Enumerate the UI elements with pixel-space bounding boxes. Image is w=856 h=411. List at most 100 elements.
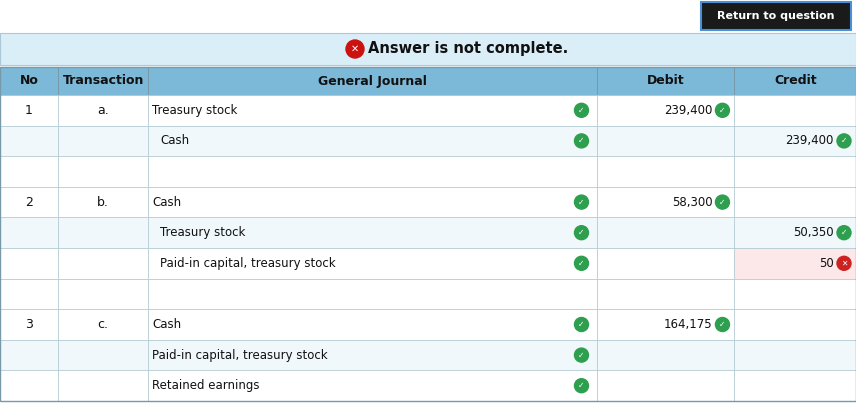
Text: Retained earnings: Retained earnings <box>152 379 259 392</box>
Bar <box>0 217 58 248</box>
Text: 50,350: 50,350 <box>794 226 834 239</box>
Bar <box>0 370 58 401</box>
Bar <box>701 2 851 30</box>
Bar <box>148 217 597 248</box>
Circle shape <box>574 103 588 117</box>
Bar <box>0 33 856 65</box>
Text: a.: a. <box>98 104 109 117</box>
Circle shape <box>574 134 588 148</box>
Circle shape <box>574 226 588 240</box>
Circle shape <box>574 256 588 270</box>
Bar <box>58 156 148 187</box>
Bar <box>0 126 58 156</box>
Text: ✓: ✓ <box>719 320 726 329</box>
Bar <box>734 217 856 248</box>
Bar <box>734 370 856 401</box>
Text: No: No <box>20 74 39 88</box>
Text: ✓: ✓ <box>579 320 585 329</box>
Bar <box>0 156 58 187</box>
Text: Treasury stock: Treasury stock <box>160 226 246 239</box>
Bar <box>58 187 148 217</box>
Circle shape <box>716 318 729 332</box>
Text: 50: 50 <box>819 257 834 270</box>
Bar <box>58 217 148 248</box>
Text: ✕: ✕ <box>351 44 359 54</box>
Bar <box>597 187 734 217</box>
Text: ✓: ✓ <box>841 136 847 145</box>
Text: Treasury stock: Treasury stock <box>152 104 237 117</box>
Bar <box>734 248 856 279</box>
Text: Answer is not complete.: Answer is not complete. <box>368 42 568 56</box>
Text: c.: c. <box>98 318 109 331</box>
Bar <box>148 340 597 370</box>
Bar <box>734 156 856 187</box>
Text: Return to question: Return to question <box>717 11 835 21</box>
Bar <box>734 187 856 217</box>
Bar <box>58 309 148 340</box>
Text: Cash: Cash <box>160 134 189 148</box>
Text: Transaction: Transaction <box>62 74 144 88</box>
Text: ✓: ✓ <box>579 106 585 115</box>
Circle shape <box>716 103 729 117</box>
Bar <box>58 340 148 370</box>
Bar <box>597 95 734 126</box>
Text: ✓: ✓ <box>719 106 726 115</box>
Bar <box>0 187 58 217</box>
Circle shape <box>837 134 851 148</box>
Bar <box>734 67 856 95</box>
Text: ✓: ✓ <box>579 351 585 360</box>
Bar <box>148 67 597 95</box>
Bar <box>597 309 734 340</box>
Bar <box>734 126 856 156</box>
Bar <box>58 248 148 279</box>
Text: ✓: ✓ <box>719 198 726 207</box>
Circle shape <box>346 40 364 58</box>
Bar <box>597 126 734 156</box>
Bar <box>58 95 148 126</box>
Bar <box>148 126 597 156</box>
Circle shape <box>574 379 588 393</box>
Bar <box>597 279 734 309</box>
Circle shape <box>837 226 851 240</box>
Circle shape <box>716 195 729 209</box>
Bar <box>0 340 58 370</box>
Circle shape <box>837 256 851 270</box>
Bar <box>0 67 58 95</box>
Text: ✓: ✓ <box>841 228 847 237</box>
Text: 1: 1 <box>25 104 33 117</box>
Bar <box>58 126 148 156</box>
Circle shape <box>574 195 588 209</box>
Text: ✓: ✓ <box>579 381 585 390</box>
Bar <box>597 67 734 95</box>
Bar <box>148 187 597 217</box>
Circle shape <box>574 318 588 332</box>
Text: ✓: ✓ <box>579 259 585 268</box>
Bar <box>734 340 856 370</box>
Text: General Journal: General Journal <box>318 74 427 88</box>
Bar <box>148 279 597 309</box>
Bar <box>734 95 856 126</box>
Bar <box>0 279 58 309</box>
Text: 239,400: 239,400 <box>786 134 834 148</box>
Text: Credit: Credit <box>774 74 817 88</box>
Text: Cash: Cash <box>152 318 181 331</box>
Text: ✓: ✓ <box>579 198 585 207</box>
Text: Paid-in capital, treasury stock: Paid-in capital, treasury stock <box>152 349 328 362</box>
Text: Debit: Debit <box>647 74 685 88</box>
Bar <box>0 95 58 126</box>
Circle shape <box>574 348 588 362</box>
Text: ✓: ✓ <box>579 228 585 237</box>
Bar <box>597 217 734 248</box>
Text: 239,400: 239,400 <box>664 104 712 117</box>
Text: b.: b. <box>98 196 109 209</box>
Bar <box>597 248 734 279</box>
Text: 2: 2 <box>25 196 33 209</box>
Bar <box>58 279 148 309</box>
Text: ✓: ✓ <box>579 136 585 145</box>
Bar <box>597 370 734 401</box>
Text: 164,175: 164,175 <box>663 318 712 331</box>
Bar <box>0 309 58 340</box>
Bar <box>58 67 148 95</box>
Text: 58,300: 58,300 <box>672 196 712 209</box>
Bar <box>597 156 734 187</box>
